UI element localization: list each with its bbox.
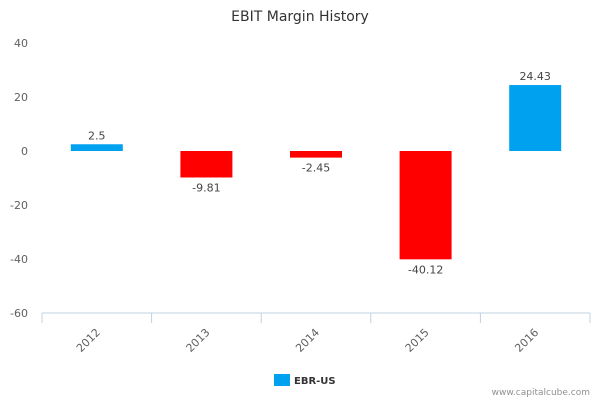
- data-label-2013: -9.81: [192, 181, 220, 194]
- y-axis-ticks: 40 20 0 -20 -40 -60: [10, 37, 28, 320]
- x-tick-label: 2013: [184, 326, 213, 355]
- data-labels: 2.5 -9.81 -2.45 -40.12 24.43: [88, 70, 551, 276]
- y-tick-label: -60: [10, 307, 28, 320]
- legend-swatch: [274, 374, 290, 386]
- bar-2015[interactable]: [399, 151, 452, 260]
- legend[interactable]: EBR-US: [274, 374, 336, 387]
- legend-label[interactable]: EBR-US: [294, 376, 336, 387]
- x-axis-ticks: 2012 2013 2014 2015 2016: [74, 326, 541, 355]
- data-label-2016: 24.43: [519, 70, 551, 83]
- data-label-2012: 2.5: [88, 129, 106, 142]
- credit-text: www.capitalcube.com: [492, 388, 590, 398]
- y-tick-label: 20: [14, 91, 28, 104]
- x-tick-label: 2016: [512, 326, 541, 355]
- data-label-2014: -2.45: [302, 162, 330, 175]
- bar-2016[interactable]: [509, 85, 562, 151]
- bar-2013[interactable]: [180, 151, 233, 178]
- bar-2012[interactable]: [70, 144, 123, 151]
- x-tick-label: 2012: [74, 326, 103, 355]
- chart-title: EBIT Margin History: [231, 9, 369, 25]
- x-axis: [41, 312, 591, 323]
- y-tick-label: -40: [10, 253, 28, 266]
- x-tick-label: 2015: [403, 326, 432, 355]
- bar-2014[interactable]: [290, 151, 342, 158]
- data-label-2015: -40.12: [408, 263, 443, 276]
- y-tick-label: -20: [10, 199, 28, 212]
- x-tick-label: 2014: [293, 326, 322, 355]
- y-tick-label: 0: [21, 145, 28, 158]
- y-tick-label: 40: [14, 37, 28, 50]
- bar-series: [70, 85, 562, 260]
